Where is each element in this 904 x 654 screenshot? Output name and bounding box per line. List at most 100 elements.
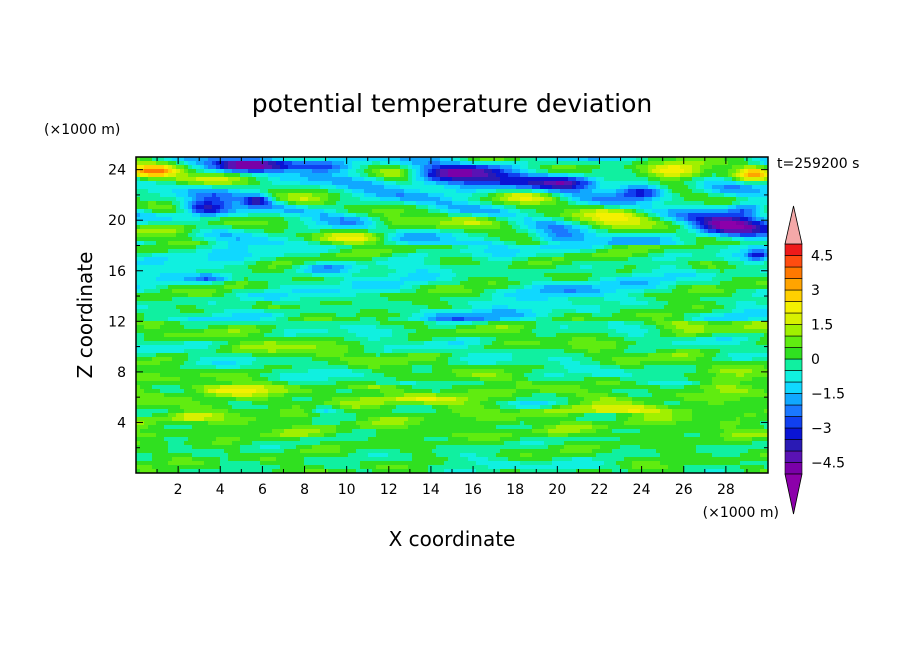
contour-cell	[676, 197, 681, 202]
contour-cell	[572, 261, 577, 266]
contour-cell	[332, 169, 337, 174]
contour-cell	[576, 257, 581, 262]
contour-cell	[732, 265, 737, 270]
contour-cell	[208, 157, 213, 162]
contour-cell	[680, 209, 685, 214]
contour-cell	[220, 233, 225, 238]
contour-cell	[700, 277, 705, 282]
contour-cell	[312, 197, 317, 202]
contour-cell	[524, 213, 529, 218]
contour-cell	[752, 165, 757, 170]
contour-cell	[652, 177, 657, 182]
contour-cell	[416, 265, 421, 270]
contour-cell	[420, 253, 425, 258]
contour-cell	[576, 241, 581, 246]
contour-cell	[264, 217, 269, 222]
contour-cell	[600, 193, 605, 198]
contour-cell	[520, 213, 525, 218]
contour-cell	[264, 157, 269, 162]
contour-cell	[200, 225, 205, 230]
contour-cell	[676, 185, 681, 190]
contour-cell	[604, 269, 609, 274]
contour-cell	[312, 261, 317, 266]
contour-cell	[304, 157, 309, 162]
contour-cell	[532, 277, 537, 282]
contour-cell	[712, 173, 717, 178]
contour-cell	[348, 189, 353, 194]
contour-cell	[688, 261, 693, 266]
contour-cell	[444, 193, 449, 198]
contour-cell	[504, 273, 509, 278]
contour-cell	[736, 209, 741, 214]
contour-cell	[628, 277, 633, 282]
contour-cell	[684, 273, 689, 278]
contour-cell	[464, 213, 469, 218]
contour-cell	[640, 157, 645, 162]
contour-cell	[196, 277, 201, 282]
contour-cell	[716, 273, 721, 278]
contour-cell	[436, 237, 441, 242]
contour-cell	[328, 233, 333, 238]
contour-cell	[232, 161, 237, 166]
contour-cell	[540, 221, 545, 226]
contour-cell	[672, 193, 677, 198]
contour-cell	[164, 273, 169, 278]
contour-cell	[428, 173, 433, 178]
contour-cell	[696, 253, 701, 258]
contour-cell	[140, 253, 145, 258]
contour-cell	[400, 213, 405, 218]
contour-cell	[272, 201, 277, 206]
contour-cell	[236, 277, 241, 282]
contour-cell	[292, 189, 297, 194]
contour-cell	[260, 165, 265, 170]
contour-cell	[548, 241, 553, 246]
contour-cell	[704, 277, 709, 282]
contour-cell	[720, 217, 725, 222]
contour-cell	[260, 217, 265, 222]
contour-cell	[348, 277, 353, 282]
contour-cell	[496, 277, 501, 282]
contour-cell	[704, 201, 709, 206]
contour-cell	[404, 225, 409, 230]
contour-cell	[580, 197, 585, 202]
contour-cell	[396, 233, 401, 238]
contour-cell	[136, 197, 141, 202]
contour-cell	[312, 177, 317, 182]
contour-cell	[232, 209, 237, 214]
contour-cell	[484, 261, 489, 266]
contour-cell	[432, 201, 437, 206]
contour-cell	[300, 177, 305, 182]
contour-cell	[612, 173, 617, 178]
contour-cell	[624, 209, 629, 214]
contour-cell	[652, 269, 657, 274]
contour-cell	[248, 173, 253, 178]
contour-cell	[208, 257, 213, 262]
contour-cell	[320, 181, 325, 186]
contour-cell	[412, 181, 417, 186]
contour-cell	[480, 169, 485, 174]
contour-cell	[420, 221, 425, 226]
contour-cell	[288, 189, 293, 194]
contour-cell	[416, 189, 421, 194]
contour-cell	[356, 261, 361, 266]
contour-cell	[188, 281, 193, 286]
contour-cell	[640, 273, 645, 278]
contour-cell	[764, 273, 768, 278]
contour-cell	[148, 257, 153, 262]
contour-cell	[208, 189, 213, 194]
contour-cell	[148, 217, 153, 222]
contour-cell	[184, 221, 189, 226]
contour-cell	[752, 161, 757, 166]
contour-cell	[324, 237, 329, 242]
contour-cell	[748, 181, 753, 186]
contour-cell	[432, 173, 437, 178]
contour-cell	[456, 273, 461, 278]
contour-cell	[464, 205, 469, 210]
contour-cell	[148, 225, 153, 230]
contour-cell	[552, 165, 557, 170]
contour-cell	[744, 257, 749, 262]
contour-cell	[232, 229, 237, 234]
contour-cell	[252, 269, 257, 274]
contour-cell	[236, 197, 241, 202]
contour-cell	[764, 269, 768, 274]
